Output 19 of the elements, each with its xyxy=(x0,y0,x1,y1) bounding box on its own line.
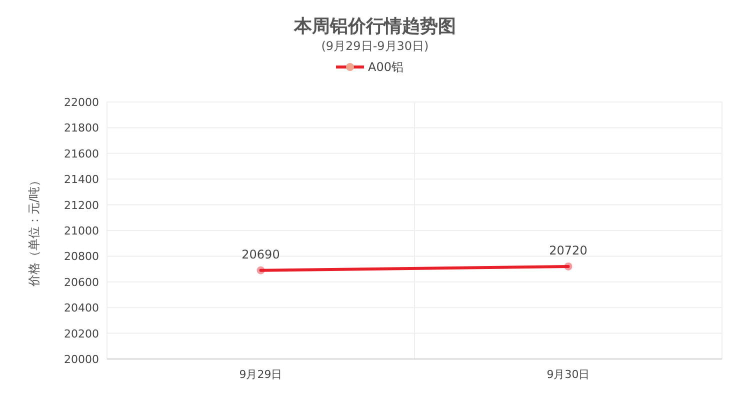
y-tick-label: 22000 xyxy=(64,96,99,109)
y-axis-title: 价格（单位：元/吨） xyxy=(27,174,41,288)
y-tick-label: 20400 xyxy=(64,302,99,315)
x-tick-label: 9月30日 xyxy=(546,368,590,381)
chart-title: 本周铝价行情趋势图 xyxy=(293,16,456,37)
data-label: 20720 xyxy=(549,243,588,258)
y-tick-label: 20600 xyxy=(64,276,99,289)
y-tick-label: 21000 xyxy=(64,224,99,238)
y-tick-label: 21400 xyxy=(64,173,99,186)
y-tick-label: 20800 xyxy=(64,250,99,264)
x-tick-label: 9月29日 xyxy=(239,368,282,381)
y-tick-label: 21600 xyxy=(64,147,99,160)
y-tick-label: 21200 xyxy=(64,198,99,212)
legend-label: A00铝 xyxy=(368,60,404,74)
y-tick-label: 20000 xyxy=(64,353,99,366)
chart-subtitle: (9月29日-9月30日) xyxy=(321,39,429,53)
y-tick-label: 20200 xyxy=(64,327,99,340)
data-label: 20690 xyxy=(242,247,280,262)
y-tick-label: 21800 xyxy=(64,122,99,135)
